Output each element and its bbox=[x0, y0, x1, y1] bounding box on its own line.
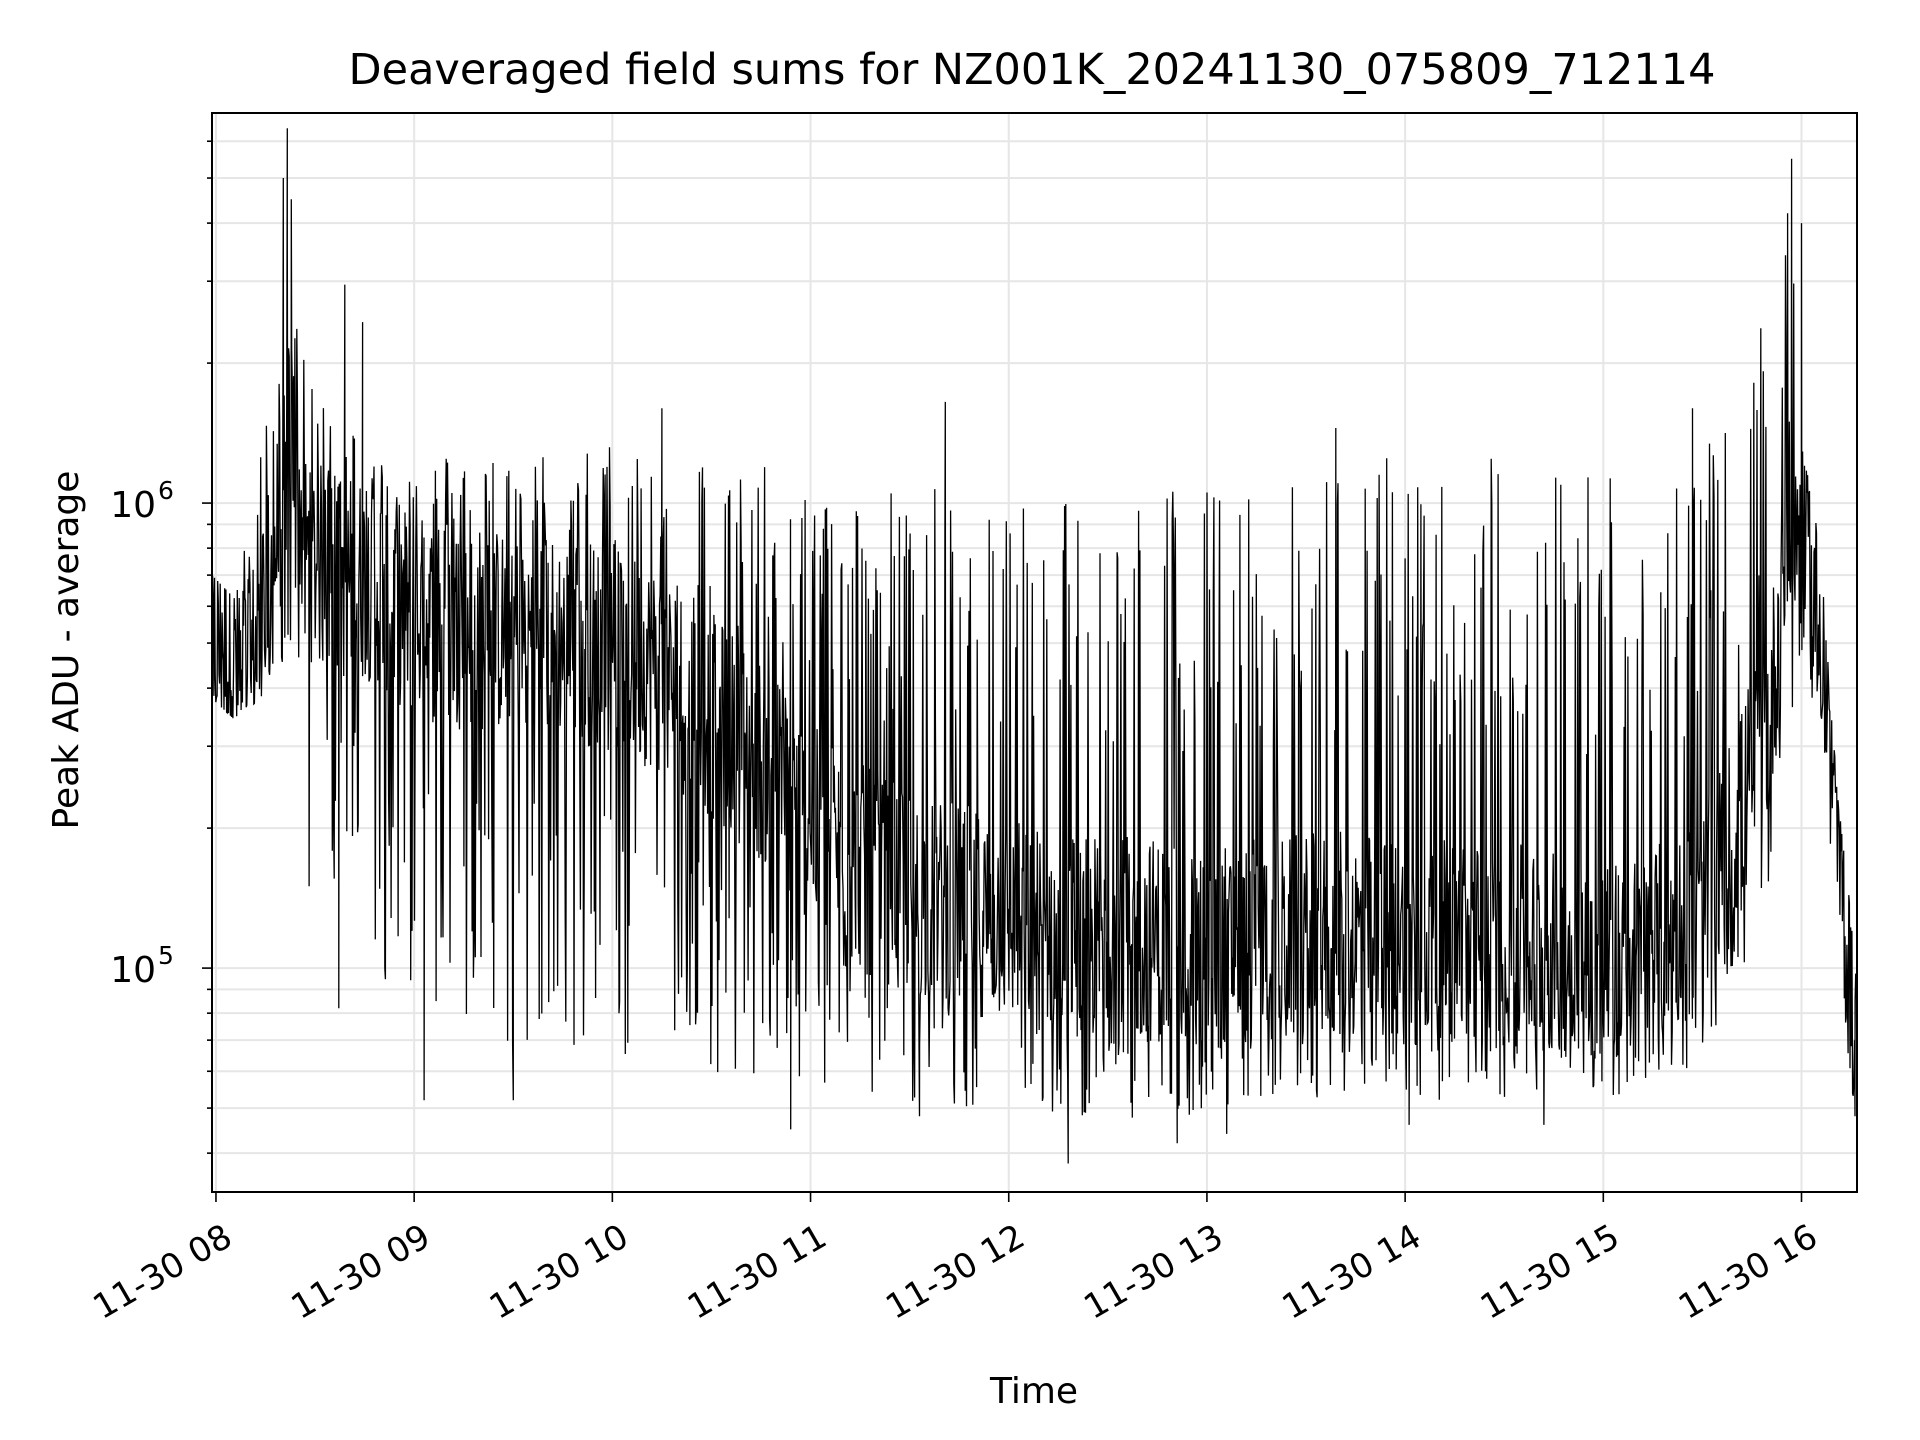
x-axis-label: Time bbox=[989, 1371, 1078, 1412]
y-tick-label: 10 6 bbox=[110, 476, 174, 526]
series-line-group bbox=[211, 128, 1858, 1164]
y-tick-label: 10 5 bbox=[110, 941, 174, 991]
y-tick-label-exponent: 5 bbox=[158, 941, 174, 970]
y-tick-label-base: 10 bbox=[110, 485, 156, 526]
y-tick-label-base: 10 bbox=[110, 950, 156, 991]
chart-title: Deaveraged field sums for NZ001K_2024113… bbox=[349, 45, 1716, 95]
series-line bbox=[211, 128, 1858, 1164]
y-tick-label-exponent: 6 bbox=[158, 476, 174, 505]
plot-frame bbox=[211, 112, 1858, 1193]
y-axis-label: Peak ADU - average bbox=[46, 471, 87, 830]
